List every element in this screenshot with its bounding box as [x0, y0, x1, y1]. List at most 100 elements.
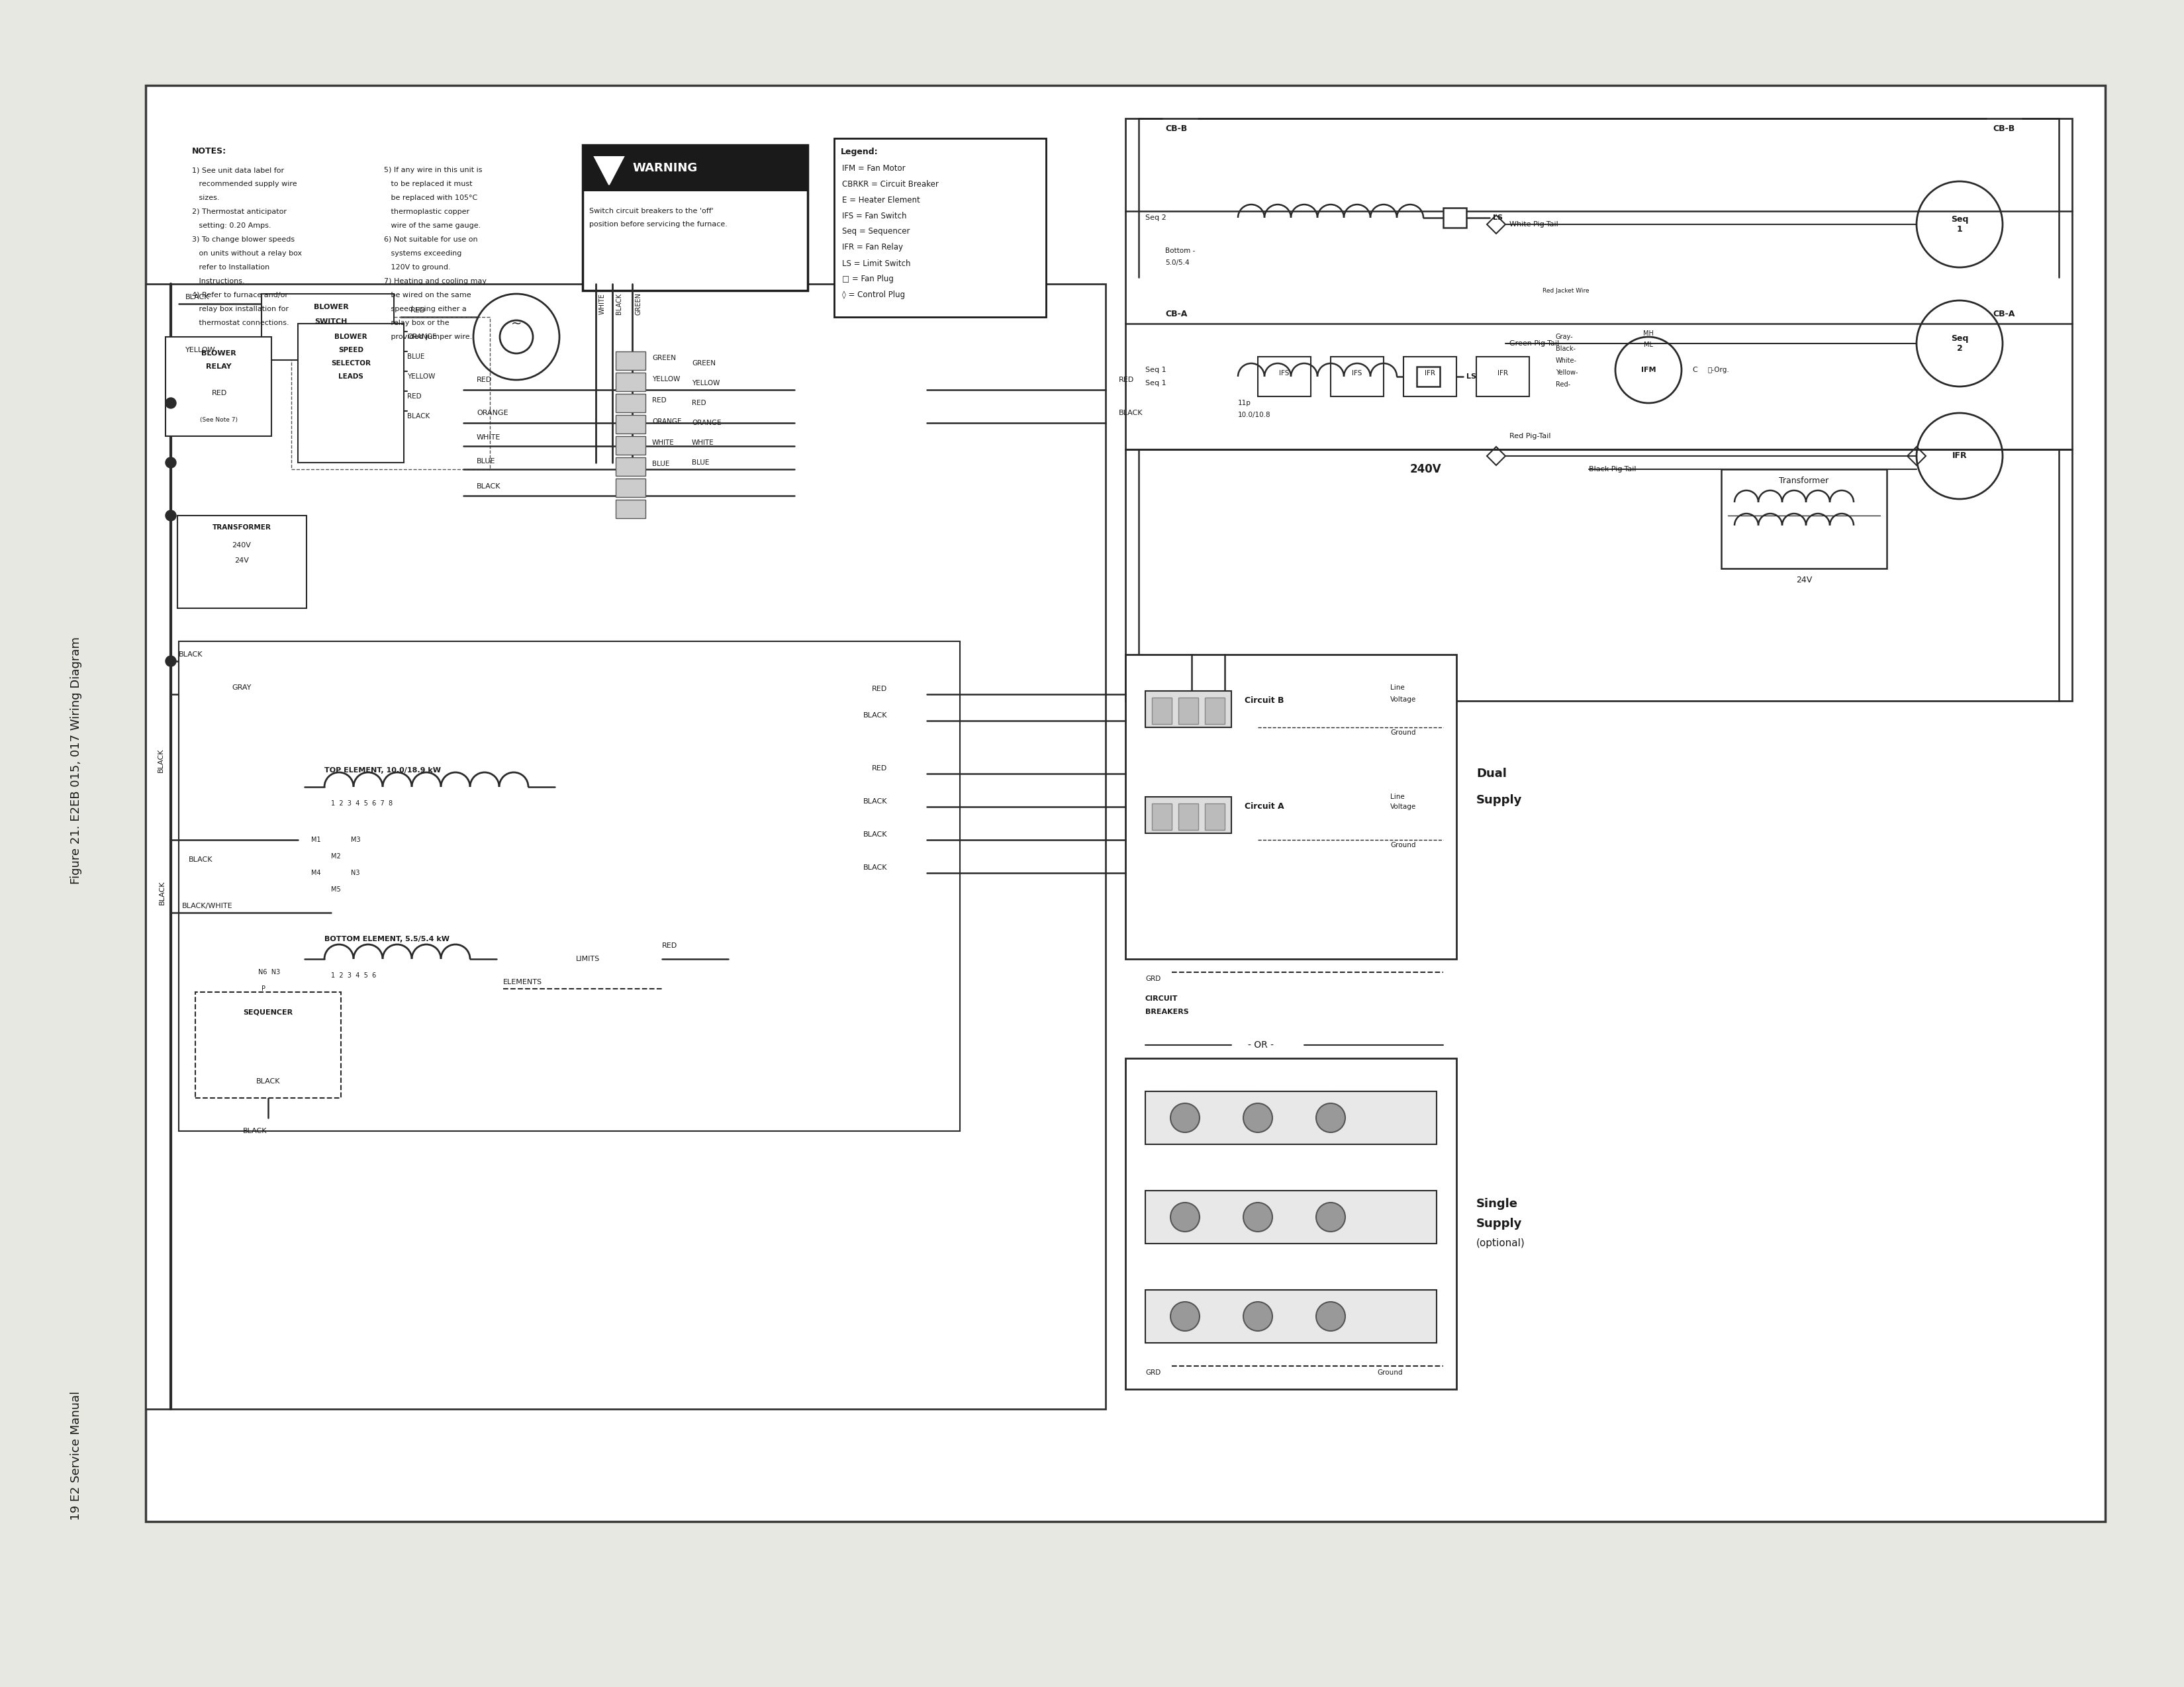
Text: sizes.: sizes.: [192, 194, 218, 201]
Text: M3: M3: [352, 837, 360, 844]
Bar: [297, 324, 404, 462]
Text: IFM = Fan Motor: IFM = Fan Motor: [843, 164, 906, 172]
Bar: [616, 415, 646, 434]
Text: GREEN: GREEN: [636, 292, 642, 315]
Text: IFS: IFS: [1352, 369, 1363, 376]
Circle shape: [1171, 1302, 1199, 1331]
Text: □ = Fan Plug: □ = Fan Plug: [843, 275, 893, 283]
Text: CIRCUIT: CIRCUIT: [1144, 995, 1177, 1002]
Text: SEQUENCER: SEQUENCER: [242, 1009, 293, 1016]
Bar: [1144, 1191, 1437, 1243]
Text: Seq = Sequencer: Seq = Sequencer: [843, 228, 911, 236]
Text: BLACK: BLACK: [1118, 410, 1142, 417]
Text: TRANSFORMER: TRANSFORMER: [212, 525, 271, 531]
Text: IFR: IFR: [1424, 369, 1435, 376]
Text: speed using either a: speed using either a: [384, 305, 467, 312]
Bar: [1444, 208, 1465, 228]
Bar: [834, 138, 1046, 317]
Bar: [1417, 366, 1439, 386]
Text: 1) See unit data label for: 1) See unit data label for: [192, 167, 284, 174]
Bar: [1206, 803, 1225, 830]
Text: Red Jacket Wire: Red Jacket Wire: [1542, 287, 1590, 294]
Text: BLACK/WHITE: BLACK/WHITE: [181, 903, 234, 909]
Text: 1  2  3  4  5  6: 1 2 3 4 5 6: [332, 972, 376, 978]
Text: Red-: Red-: [1555, 381, 1570, 388]
Text: (optional): (optional): [1476, 1238, 1524, 1248]
Text: refer to Installation: refer to Installation: [192, 265, 269, 270]
Bar: [146, 86, 2105, 1522]
Bar: [262, 294, 393, 359]
Bar: [1144, 1291, 1437, 1343]
Text: - OR -: - OR -: [1247, 1041, 1273, 1049]
Circle shape: [166, 457, 177, 467]
Text: BLACK: BLACK: [242, 1127, 266, 1134]
Text: BLACK: BLACK: [179, 651, 203, 658]
Text: SELECTOR: SELECTOR: [332, 359, 371, 366]
Text: Supply: Supply: [1476, 1218, 1522, 1230]
Text: BLOWER: BLOWER: [334, 334, 367, 341]
Text: IFS = Fan Switch: IFS = Fan Switch: [843, 211, 906, 219]
Bar: [1404, 356, 1457, 396]
Text: LS: LS: [1494, 214, 1503, 221]
Text: BLACK: BLACK: [863, 864, 887, 870]
Bar: [616, 351, 646, 369]
Text: SWITCH: SWITCH: [314, 319, 347, 326]
Bar: [616, 393, 646, 412]
Text: LEADS: LEADS: [339, 373, 363, 380]
Text: YELLOW: YELLOW: [406, 373, 435, 380]
Bar: [1151, 697, 1173, 724]
Text: on units without a relay box: on units without a relay box: [192, 250, 301, 256]
Text: 240V: 240V: [1411, 464, 1441, 476]
Text: GREEN: GREEN: [653, 354, 675, 361]
Text: GRD: GRD: [1144, 975, 1160, 982]
Bar: [1125, 1058, 1457, 1388]
Text: BLUE: BLUE: [692, 459, 710, 466]
Text: BLACK: BLACK: [476, 482, 500, 489]
Bar: [1258, 356, 1310, 396]
Text: Seq
1: Seq 1: [1950, 216, 1968, 233]
Text: ◊ = Control Plug: ◊ = Control Plug: [843, 290, 904, 300]
Text: Seq 1: Seq 1: [1144, 366, 1166, 373]
Text: thermostat connections.: thermostat connections.: [192, 319, 288, 326]
Text: CBRKR = Circuit Breaker: CBRKR = Circuit Breaker: [843, 181, 939, 189]
Text: Ⓔ-Org.: Ⓔ-Org.: [1708, 366, 1730, 373]
Bar: [1330, 356, 1385, 396]
Bar: [1179, 803, 1199, 830]
Text: M5: M5: [332, 886, 341, 892]
Text: CB-A: CB-A: [1992, 309, 2016, 319]
Text: RED: RED: [871, 766, 887, 771]
Text: Dual: Dual: [1476, 768, 1507, 779]
Text: thermoplastic copper: thermoplastic copper: [384, 209, 470, 216]
Circle shape: [166, 398, 177, 408]
Text: RED: RED: [662, 943, 677, 950]
Text: be wired on the same: be wired on the same: [384, 292, 472, 299]
Text: BLACK: BLACK: [188, 857, 212, 864]
Text: RED: RED: [212, 390, 227, 396]
Text: YELLOW: YELLOW: [653, 376, 679, 383]
Text: (See Note 7): (See Note 7): [199, 417, 238, 422]
Text: BOTTOM ELEMENT, 5.5/5.4 kW: BOTTOM ELEMENT, 5.5/5.4 kW: [325, 936, 450, 943]
Text: RED: RED: [411, 307, 426, 314]
Text: WHITE: WHITE: [476, 434, 500, 440]
Text: to be replaced it must: to be replaced it must: [384, 181, 472, 187]
Text: Circuit B: Circuit B: [1245, 697, 1284, 705]
Circle shape: [1171, 1203, 1199, 1232]
Bar: [1206, 697, 1225, 724]
Text: 2) Thermostat anticipator: 2) Thermostat anticipator: [192, 209, 286, 216]
Text: YELLOW: YELLOW: [186, 348, 216, 353]
Circle shape: [1317, 1203, 1345, 1232]
Text: Green Pig-Tail: Green Pig-Tail: [1509, 341, 1559, 348]
Text: 3) To change blower speeds: 3) To change blower speeds: [192, 236, 295, 243]
Circle shape: [1171, 1103, 1199, 1132]
Text: RED: RED: [406, 393, 422, 400]
Text: WHITE: WHITE: [653, 439, 675, 445]
Text: Single: Single: [1476, 1198, 1518, 1210]
Text: C: C: [1693, 366, 1697, 373]
Text: relay box installation for: relay box installation for: [192, 305, 288, 312]
Text: BLUE: BLUE: [476, 457, 496, 464]
Text: TOP ELEMENT, 10.0/18.9 kW: TOP ELEMENT, 10.0/18.9 kW: [325, 768, 441, 774]
Text: BLACK: BLACK: [406, 413, 430, 420]
Text: ORANGE: ORANGE: [692, 420, 721, 427]
Text: Transformer: Transformer: [1780, 477, 1828, 486]
Text: Ground: Ground: [1376, 1370, 1402, 1377]
